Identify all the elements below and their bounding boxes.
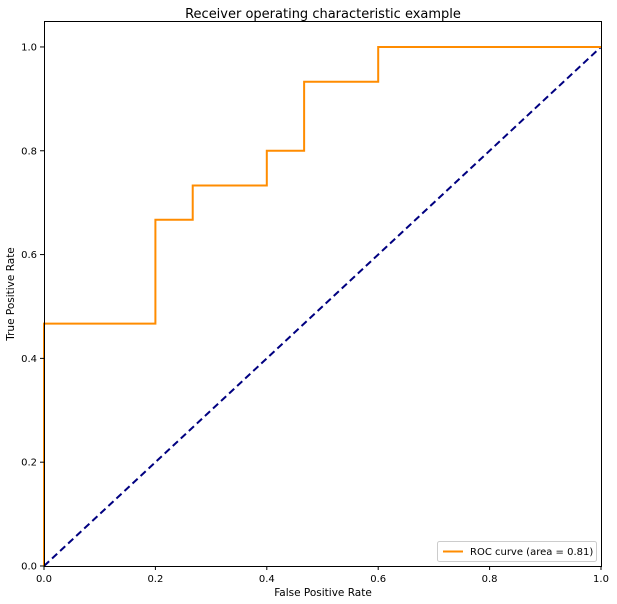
y-tick-label: 0.8 bbox=[21, 146, 37, 157]
y-tick-label: 1.0 bbox=[21, 42, 37, 53]
legend: ROC curve (area = 0.81) bbox=[437, 541, 597, 562]
chart-title: Receiver operating characteristic exampl… bbox=[185, 7, 461, 22]
chance-diagonal-line bbox=[43, 46, 602, 567]
roc-curve-line bbox=[43, 45, 601, 566]
legend-box bbox=[437, 541, 597, 562]
x-axis-ticks: 0.0 0.2 0.4 0.6 0.8 1.0 bbox=[36, 566, 609, 585]
y-axis-label: True Positive Rate bbox=[5, 247, 17, 342]
x-tick-label: 0.2 bbox=[147, 574, 163, 585]
y-axis-ticks: 0.0 0.2 0.4 0.6 0.8 1.0 bbox=[21, 42, 44, 573]
y-tick-label: 0.0 bbox=[21, 562, 37, 573]
y-tick-label: 0.2 bbox=[21, 458, 37, 469]
x-tick-label: 0.4 bbox=[259, 574, 275, 585]
plot-frame bbox=[44, 21, 602, 567]
x-tick-label: 1.0 bbox=[593, 574, 609, 585]
legend-label-roc: ROC curve (area = 0.81) bbox=[470, 547, 593, 558]
series-layer bbox=[43, 45, 602, 567]
y-tick-label: 0.4 bbox=[21, 354, 37, 365]
x-tick-label: 0.6 bbox=[370, 574, 386, 585]
y-tick-label: 0.6 bbox=[21, 250, 37, 261]
x-tick-label: 0.0 bbox=[36, 574, 52, 585]
x-axis-label: False Positive Rate bbox=[274, 587, 372, 599]
x-tick-label: 0.8 bbox=[482, 574, 498, 585]
